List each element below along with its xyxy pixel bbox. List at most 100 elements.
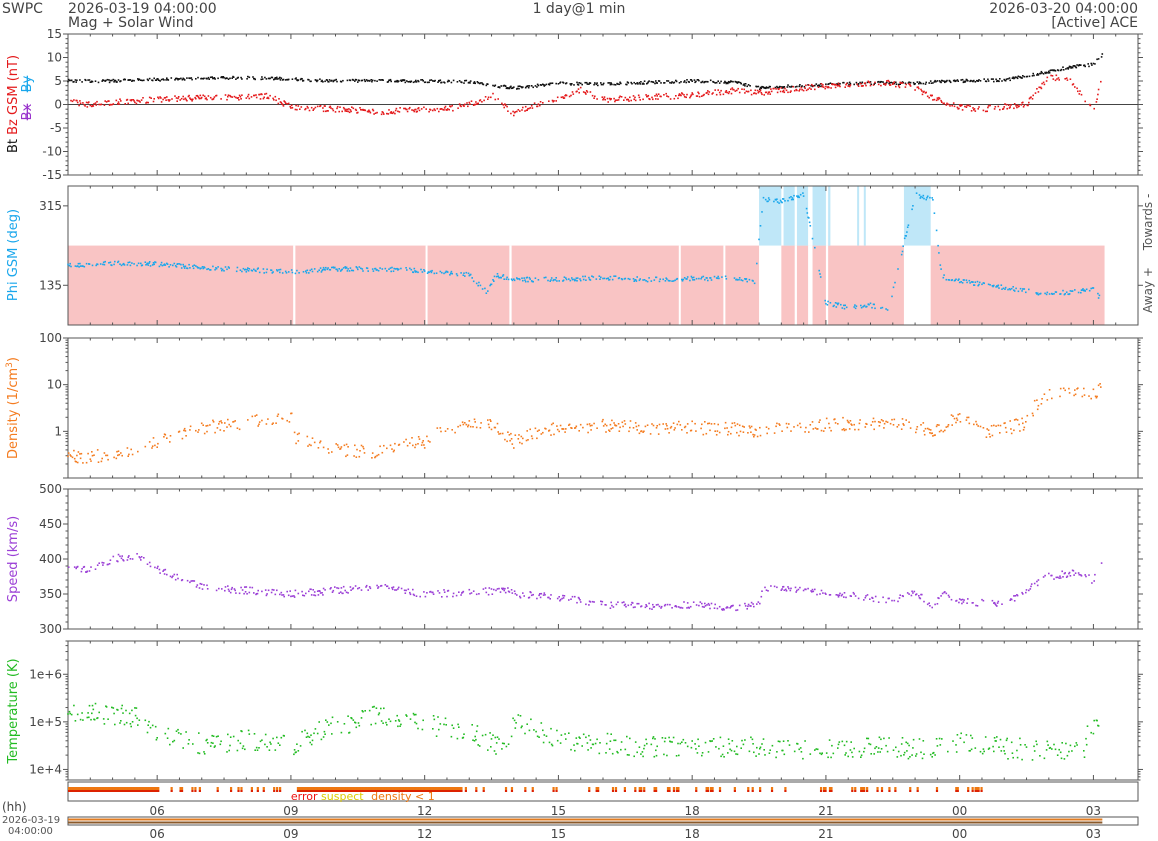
data-point xyxy=(614,275,617,277)
data-point xyxy=(1045,293,1048,296)
data-point xyxy=(186,579,189,582)
data-point xyxy=(936,80,939,82)
data-point xyxy=(683,80,686,82)
data-point xyxy=(387,80,390,83)
data-point xyxy=(356,448,358,451)
data-point xyxy=(738,91,741,94)
data-point xyxy=(733,88,735,91)
data-point xyxy=(1061,570,1063,573)
data-point xyxy=(1010,287,1013,290)
data-point xyxy=(588,83,590,85)
data-point xyxy=(609,607,612,609)
data-point xyxy=(850,741,852,743)
data-point xyxy=(727,738,730,740)
flag-error xyxy=(131,790,135,792)
data-point xyxy=(1010,432,1013,435)
data-point xyxy=(210,741,213,744)
data-point xyxy=(993,601,996,604)
towards-band xyxy=(857,186,860,246)
data-point xyxy=(717,89,719,91)
data-point xyxy=(581,745,583,747)
data-point xyxy=(582,426,584,429)
data-point xyxy=(346,454,349,456)
data-point xyxy=(248,268,251,270)
flag-density xyxy=(91,787,94,790)
data-point xyxy=(556,96,559,99)
data-point xyxy=(226,426,228,428)
data-point xyxy=(936,745,939,747)
data-point xyxy=(690,746,693,749)
data-point xyxy=(206,584,208,587)
data-point xyxy=(957,413,959,416)
data-point xyxy=(534,277,537,279)
data-point xyxy=(612,606,615,608)
data-point xyxy=(864,426,867,428)
data-point xyxy=(365,79,368,81)
data-point xyxy=(837,594,839,596)
data-point xyxy=(782,585,785,588)
data-point xyxy=(84,105,86,107)
data-point xyxy=(494,98,497,101)
data-point xyxy=(279,271,281,274)
data-point xyxy=(769,93,771,95)
data-point xyxy=(921,90,923,92)
data-point xyxy=(845,82,848,85)
data-point xyxy=(248,76,251,79)
data-point xyxy=(390,111,392,113)
data-point xyxy=(715,434,718,436)
data-point xyxy=(739,81,742,84)
data-point xyxy=(1016,756,1019,759)
data-point xyxy=(775,88,777,90)
data-point xyxy=(316,79,319,82)
data-point xyxy=(484,587,487,589)
data-point xyxy=(206,98,208,101)
data-point xyxy=(700,277,702,280)
data-point xyxy=(608,429,610,431)
data-point xyxy=(549,280,551,282)
data-point xyxy=(930,82,933,84)
data-point xyxy=(309,269,311,272)
data-point xyxy=(704,80,707,83)
data-point xyxy=(120,264,123,267)
density-ylabel: Density (1/cm3) xyxy=(5,357,21,459)
ylabel-by: By xyxy=(20,75,35,92)
data-point xyxy=(629,420,632,422)
data-point xyxy=(918,194,921,196)
data-point xyxy=(91,451,93,453)
data-point xyxy=(940,99,942,102)
flag-density xyxy=(140,787,144,790)
flag-error xyxy=(128,790,132,792)
data-point xyxy=(966,602,968,604)
data-point xyxy=(695,604,698,606)
data-point xyxy=(1068,571,1071,574)
data-point xyxy=(154,566,156,569)
data-point xyxy=(79,457,82,460)
data-point xyxy=(944,429,946,432)
data-point xyxy=(663,82,665,84)
data-point xyxy=(156,567,158,569)
data-point xyxy=(863,304,866,307)
data-point xyxy=(1036,408,1039,411)
data-point xyxy=(941,80,944,82)
data-point xyxy=(498,587,500,590)
data-point xyxy=(793,89,796,92)
data-point xyxy=(1060,68,1063,71)
flag-density xyxy=(117,787,120,790)
data-point xyxy=(692,276,695,279)
data-point xyxy=(579,423,582,426)
data-point xyxy=(1051,748,1053,750)
data-point xyxy=(840,303,842,306)
data-point xyxy=(655,754,658,757)
data-point xyxy=(798,196,800,199)
data-point xyxy=(595,83,598,86)
data-point xyxy=(446,428,449,430)
data-point xyxy=(1013,595,1015,597)
data-point xyxy=(434,79,436,82)
data-point xyxy=(78,266,80,268)
data-point xyxy=(410,80,413,83)
data-point xyxy=(809,424,812,426)
data-point xyxy=(734,424,737,427)
data-point xyxy=(1019,737,1021,740)
data-point xyxy=(683,94,685,96)
data-point xyxy=(643,430,645,433)
